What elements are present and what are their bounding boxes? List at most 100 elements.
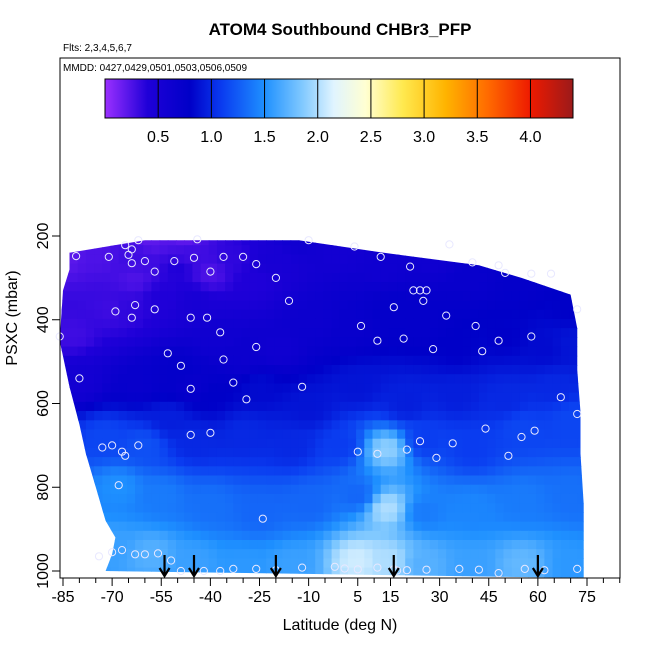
heatmap-cell: [544, 493, 554, 504]
heatmap-cell: [69, 392, 79, 403]
heatmap-cell: [577, 475, 584, 486]
heatmap-cell: [151, 567, 161, 578]
heatmap-cell: [560, 300, 570, 311]
heatmap-cell: [216, 411, 226, 421]
heatmap-cell: [405, 493, 414, 504]
heatmap-cell: [200, 521, 210, 532]
heatmap-cell: [519, 540, 529, 550]
heatmap-cell: [233, 429, 243, 440]
heatmap-cell: [511, 337, 521, 348]
heatmap-cell: [192, 365, 202, 375]
heatmap-cell: [225, 240, 234, 246]
heatmap-cell: [544, 503, 554, 513]
heatmap-cell: [487, 309, 496, 320]
heatmap-cell: [241, 300, 251, 311]
heatmap-cell: [536, 521, 545, 532]
heatmap-cell: [380, 328, 390, 338]
heatmap-cell: [478, 521, 488, 532]
heatmap-cell: [135, 457, 144, 467]
heatmap-cell: [143, 291, 152, 302]
heatmap-cell: [208, 392, 218, 403]
heatmap-cell: [421, 365, 431, 375]
heatmap-cell: [454, 374, 464, 384]
heatmap-cell: [126, 512, 136, 523]
heatmap-cell: [257, 300, 267, 311]
heatmap-cell: [528, 383, 537, 394]
sample-point: [415, 437, 425, 446]
heatmap-cell: [331, 466, 341, 477]
heatmap-cell: [470, 263, 480, 274]
heatmap-cell: [569, 383, 578, 394]
heatmap-cell: [503, 337, 513, 348]
heatmap-cell: [143, 420, 152, 431]
heatmap-cell: [233, 475, 243, 486]
heatmap-cell: [503, 401, 513, 412]
heatmap-cell: [208, 309, 218, 320]
heatmap-cell: [135, 475, 144, 486]
heatmap-cell: [143, 457, 152, 467]
heatmap-cell: [438, 549, 447, 559]
heatmap-cell: [470, 447, 480, 458]
heatmap-cell: [454, 466, 464, 477]
heatmap-cell: [69, 309, 79, 320]
heatmap-cell: [388, 245, 398, 255]
heatmap-cell: [528, 484, 537, 495]
heatmap-cell: [470, 521, 480, 532]
heatmap-cell: [405, 240, 414, 246]
heatmap-cell: [470, 392, 480, 403]
heatmap-cell: [151, 401, 161, 412]
heatmap-cell: [266, 466, 275, 477]
heatmap-cell: [266, 254, 275, 265]
heatmap-cell: [429, 549, 439, 559]
heatmap-cell: [323, 484, 333, 495]
heatmap-cell: [544, 245, 554, 255]
sample-point: [150, 305, 159, 314]
heatmap-cell: [167, 466, 177, 477]
heatmap-cell: [495, 291, 505, 302]
x-tick-label: -25: [248, 589, 271, 606]
heatmap-cell: [577, 484, 584, 495]
heatmap-cell: [339, 263, 349, 274]
heatmap-cell: [519, 558, 529, 569]
heatmap-cell: [192, 549, 202, 559]
heatmap-cell: [208, 429, 218, 440]
heatmap-cell: [257, 457, 267, 467]
heatmap-cell: [298, 263, 308, 274]
heatmap-cell: [274, 447, 283, 458]
heatmap-cell: [249, 346, 259, 357]
heatmap-cell: [176, 420, 185, 431]
heatmap-cell: [233, 558, 243, 569]
heatmap-cell: [151, 549, 161, 559]
heatmap-cell: [298, 503, 308, 513]
heatmap-cell: [126, 411, 136, 421]
heatmap-cell: [446, 346, 455, 357]
heatmap-cell: [282, 318, 292, 329]
heatmap-cell: [421, 447, 431, 458]
x-tick-label: 30: [431, 589, 449, 606]
heatmap-cell: [143, 466, 152, 477]
heatmap-cell: [536, 282, 545, 292]
heatmap-cell: [192, 374, 202, 384]
heatmap-cell: [184, 540, 193, 550]
heatmap-cell: [85, 300, 95, 311]
heatmap-cell: [110, 374, 120, 384]
sample-point: [186, 384, 195, 393]
heatmap-cell: [176, 503, 185, 513]
heatmap-cell: [446, 466, 455, 477]
heatmap-cell: [536, 383, 545, 394]
sample-point: [432, 453, 441, 462]
heatmap-cell: [331, 493, 341, 504]
heatmap-cell: [274, 558, 283, 569]
heatmap-cell: [331, 282, 341, 292]
heatmap-cell: [487, 328, 496, 338]
heatmap-cell: [454, 457, 464, 467]
heatmap-cell: [478, 346, 488, 357]
heatmap-cell: [446, 337, 455, 348]
heatmap-cell: [528, 503, 537, 513]
heatmap-cell: [315, 512, 324, 523]
heatmap-cell: [126, 530, 136, 541]
heatmap-cell: [478, 484, 488, 495]
heatmap-field: [59, 240, 584, 578]
heatmap-cell: [282, 309, 292, 320]
heatmap-cell: [413, 401, 423, 412]
